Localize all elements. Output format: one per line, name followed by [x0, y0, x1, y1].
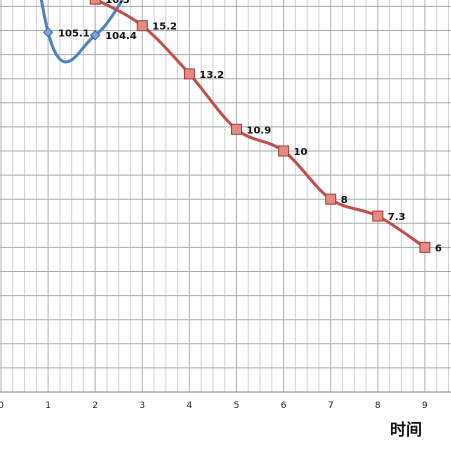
data-label: 105.1	[58, 28, 90, 39]
series-layer: 190105.1104.4120.7135.9149.1160170178181…	[39, 0, 442, 254]
data-point	[325, 193, 337, 205]
data-point	[278, 145, 290, 157]
data-label: 15.2	[152, 22, 177, 33]
x-tick-label: 6	[281, 401, 287, 411]
chart-grid	[0, 0, 451, 393]
x-tick-label: 2	[92, 401, 98, 411]
x-tick-label: 8	[375, 401, 381, 411]
data-point	[372, 210, 384, 222]
series-2: 16.3 15.2 13.2 10.9 10 8 7.3 6	[89, 0, 442, 254]
data-point	[42, 27, 54, 38]
x-tick-labels: 0 1 2 3 4 5 6 7 8 9	[0, 401, 428, 411]
data-label: 6	[435, 243, 442, 254]
data-point	[183, 68, 195, 80]
x-tick-label: 4	[187, 401, 193, 411]
data-point	[231, 123, 242, 135]
x-tick-label: 1	[45, 401, 51, 411]
x-tick-label: 0	[0, 401, 4, 411]
data-label: 10	[294, 147, 308, 158]
data-label: 16.3	[105, 0, 130, 6]
data-point	[419, 241, 431, 253]
data-point	[136, 20, 148, 32]
data-label: 10.9	[247, 125, 272, 136]
data-label: 7.3	[388, 212, 406, 223]
x-tick-label: 9	[422, 401, 428, 411]
x-axis-title: 时间	[390, 420, 422, 439]
data-point	[89, 0, 101, 5]
data-label: 13.2	[199, 70, 224, 81]
x-tick-label: 7	[328, 401, 334, 411]
x-tick-label: 5	[234, 401, 240, 411]
series-line	[39, 0, 124, 64]
data-point	[89, 30, 101, 41]
x-tick-label: 3	[139, 401, 145, 411]
data-label: 8	[341, 195, 348, 206]
data-label: 104.4	[105, 31, 137, 42]
series-line	[94, 0, 426, 249]
